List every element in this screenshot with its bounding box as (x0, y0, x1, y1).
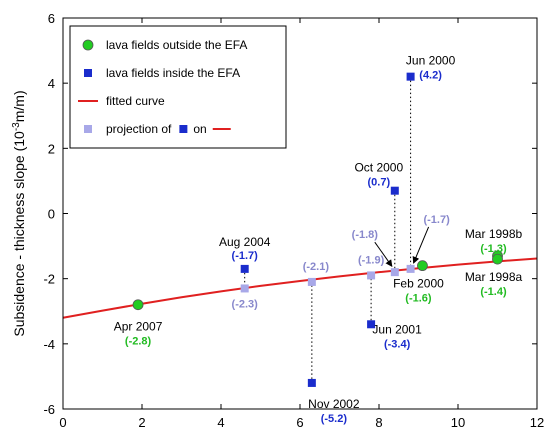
legend-label-outside: lava fields outside the EFA (106, 38, 247, 52)
x-tick-label: 10 (451, 415, 465, 430)
legend-label-projection: projection of (106, 122, 172, 136)
y-tick-label: 2 (48, 141, 55, 156)
inside-point-label: Nov 2002 (308, 397, 360, 411)
inside-point-label: Aug 2004 (219, 235, 271, 249)
projection-point-value: (-1.8) (352, 229, 379, 241)
outside-point (132, 299, 144, 311)
x-tick-label: 8 (375, 415, 382, 430)
outside-point-label: Mar 1998a (465, 270, 523, 284)
projection-point-value: (-2.1) (303, 261, 330, 273)
projection-point-value: (-1.9) (358, 254, 385, 266)
inside-point-value: (0.7) (367, 177, 390, 189)
outside-point-value: (-1.6) (405, 293, 432, 305)
outside-point-value: (-2.8) (125, 336, 152, 348)
fitted-curve (62, 257, 538, 319)
inside-point (390, 186, 399, 195)
inside-point-value: (-5.2) (321, 413, 348, 425)
legend-label-projection-on: on (193, 122, 206, 136)
projection-point (307, 277, 316, 286)
x-tick-label: 4 (217, 415, 224, 430)
legend-inside-marker (84, 69, 92, 77)
x-tick-label: 6 (296, 415, 303, 430)
y-tick-label: 4 (48, 76, 55, 91)
legend-outside-marker (82, 39, 94, 51)
projection-point-value: (-1.7) (423, 214, 450, 226)
inside-point-label: Jun 2001 (372, 322, 422, 336)
outside-point-label: Mar 1998b (465, 227, 523, 241)
outside-point-label: Feb 2000 (393, 277, 444, 291)
outside-point-value: (-1.3) (480, 243, 507, 255)
legend-projection-inside-marker (179, 125, 188, 133)
projection-point (406, 264, 415, 273)
inside-point (406, 72, 415, 81)
y-tick-label: 0 (48, 207, 55, 222)
legend-projection-marker (84, 125, 92, 133)
annotation-arrow (412, 226, 430, 264)
plot-frame (62, 17, 538, 410)
inside-point (240, 264, 249, 273)
inside-point-value: (-1.7) (232, 250, 259, 262)
y-tick-label: 6 (48, 11, 55, 26)
inside-point-label: Oct 2000 (354, 161, 403, 175)
outside-point (492, 253, 503, 265)
legend-label-inside: lava fields inside the EFA (106, 66, 240, 80)
annotation-arrow (374, 241, 393, 267)
inside-point-label: Jun 2000 (406, 54, 456, 68)
inside-point (307, 378, 316, 387)
inside-point-value: (4.2) (419, 70, 442, 82)
x-tick-label: 12 (530, 415, 544, 430)
projection-point-value: (-2.3) (232, 298, 259, 310)
y-tick-label: -2 (43, 272, 55, 287)
legend-box (69, 25, 287, 149)
inside-point-value: (-3.4) (384, 338, 411, 350)
outside-point (417, 260, 428, 272)
projection-point (240, 284, 249, 293)
y-axis-label: Subsidence - thickness slope (10-3m/m) (11, 90, 27, 336)
y-tick-label: -6 (43, 402, 55, 417)
y-tick-label: -4 (43, 337, 55, 352)
x-tick-label: 0 (59, 415, 66, 430)
outside-point-value: (-1.4) (480, 286, 507, 298)
outside-point-label: Apr 2007 (114, 320, 163, 334)
projection-point (367, 271, 376, 280)
inside-point (367, 320, 376, 329)
projection-point (390, 268, 399, 277)
legend-label-curve: fitted curve (106, 94, 165, 108)
x-tick-label: 2 (138, 415, 145, 430)
